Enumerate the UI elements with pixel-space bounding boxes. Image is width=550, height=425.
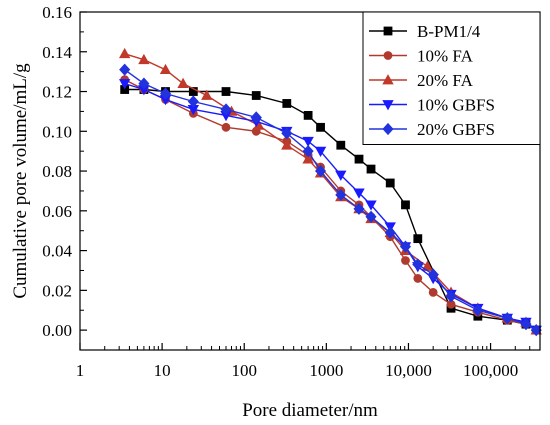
data-point: [302, 136, 314, 148]
y-tick-label: 0.06: [42, 202, 72, 221]
data-point: [221, 87, 231, 96]
data-point: [315, 164, 327, 178]
data-point: [401, 256, 410, 265]
data-point: [399, 240, 412, 253]
legend-label: 10% FA: [417, 47, 474, 66]
data-point: [282, 99, 292, 108]
x-tick-label: 100,000: [463, 361, 518, 380]
series-4: [119, 63, 542, 337]
data-point: [302, 153, 314, 164]
data-point: [159, 63, 172, 75]
y-axis-title: Cumulative pore volume/mL/g: [10, 63, 31, 299]
data-point: [412, 258, 424, 271]
data-point: [119, 63, 131, 76]
data-point: [177, 77, 189, 88]
data-point: [445, 290, 457, 303]
data-point: [250, 111, 262, 124]
x-tick-label: 100: [231, 361, 257, 380]
x-tick-label: 1: [76, 361, 85, 380]
y-tick-label: 0.14: [42, 43, 72, 62]
legend: B-PM1/4 10% FA 20% FA 10% GBFS 20% GBFS: [362, 11, 541, 145]
y-tick-label: 0.02: [42, 281, 72, 300]
legend-entry: B-PM1/4: [369, 22, 481, 41]
legend-marker: [383, 26, 393, 36]
y-tick-label: 0.12: [42, 83, 72, 102]
data-point: [401, 200, 410, 210]
data-point: [220, 103, 232, 116]
tick-labels: 1 10 100 1000 10,000 100,000 0.00 0.02 0.04 0.06 0…: [42, 3, 518, 380]
y-tick-label: 0.08: [42, 162, 72, 181]
data-point: [159, 87, 172, 100]
data-point: [314, 146, 327, 158]
x-axis-title: Pore diameter/nm: [242, 400, 378, 421]
data-point: [302, 145, 314, 158]
legend-entry: 10% GBFS: [369, 96, 495, 115]
x-tick-label: 10: [154, 361, 171, 380]
data-point: [187, 95, 199, 108]
legend-label: 20% FA: [417, 71, 474, 90]
data-point: [221, 122, 231, 132]
y-tick-label: 0.04: [42, 242, 72, 261]
data-point: [354, 154, 364, 164]
data-point: [428, 287, 438, 297]
data-point: [501, 312, 513, 325]
data-point: [413, 234, 423, 244]
data-point: [138, 53, 150, 65]
data-point: [316, 122, 325, 132]
axis-ticks: [79, 11, 541, 350]
data-point: [336, 140, 346, 150]
data-point: [251, 91, 261, 100]
data-point: [335, 188, 347, 202]
x-tick-label: 1000: [309, 361, 343, 380]
legend-label: 10% GBFS: [417, 96, 495, 115]
data-point: [118, 79, 131, 90]
legend-entry: 20% FA: [369, 71, 474, 90]
data-point: [138, 77, 150, 90]
data-point: [335, 170, 347, 181]
legend-entry: 20% GBFS: [369, 120, 495, 139]
data-point: [281, 127, 293, 140]
legend-entry: 10% FA: [369, 47, 474, 66]
series-layer: [118, 47, 542, 337]
data-point: [427, 268, 439, 281]
data-point: [201, 89, 213, 100]
data-point: [385, 178, 395, 188]
data-point: [353, 202, 365, 215]
data-point: [365, 210, 377, 223]
legend-marker: [382, 74, 394, 85]
data-point: [353, 188, 365, 199]
plot-frame: [79, 11, 541, 351]
data-point: [384, 226, 396, 239]
data-point: [472, 304, 484, 317]
legend-marker: [382, 100, 394, 111]
y-tick-label: 0.10: [42, 122, 72, 141]
data-point: [281, 139, 293, 150]
data-point: [365, 200, 377, 211]
y-tick-label: 0.16: [42, 3, 72, 22]
data-point: [520, 318, 532, 331]
legend-marker: [383, 51, 393, 60]
legend-label: 20% GBFS: [417, 120, 495, 139]
y-tick-label: 0.00: [42, 321, 72, 340]
data-point: [118, 47, 131, 59]
data-point: [303, 110, 313, 120]
data-point: [413, 274, 423, 283]
legend-box: [362, 11, 541, 145]
x-tick-label: 10,000: [385, 361, 432, 380]
data-point: [366, 164, 376, 174]
legend-label: B-PM1/4: [417, 22, 481, 41]
legend-marker: [382, 122, 394, 136]
